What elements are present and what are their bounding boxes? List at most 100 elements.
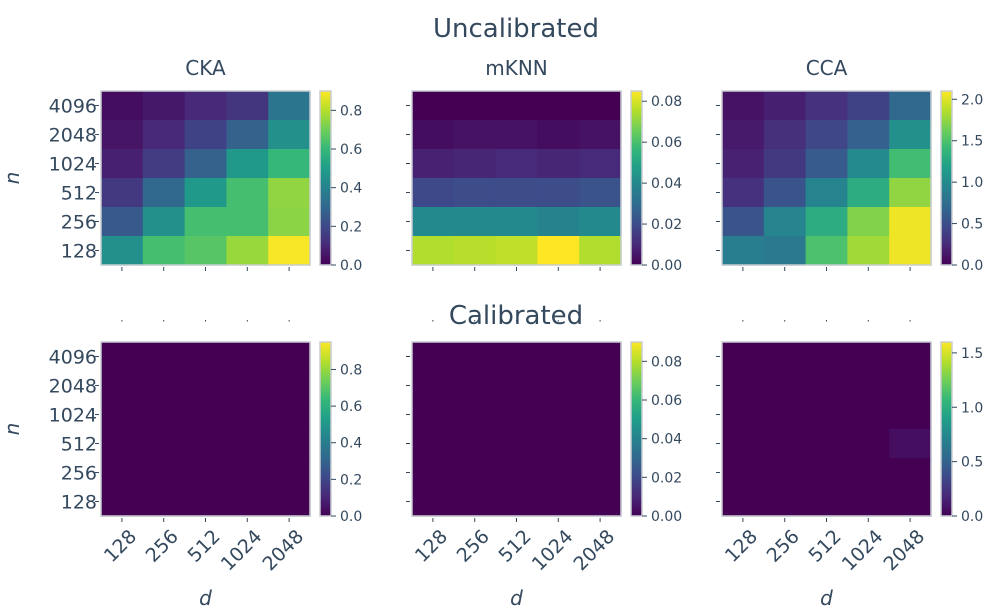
- heatmap-cell: [101, 149, 144, 179]
- heatmap-cell: [722, 400, 765, 430]
- heatmap-cell: [537, 236, 580, 266]
- heatmap-cell: [412, 120, 455, 150]
- heatmap-cell: [495, 458, 538, 488]
- x-tick-label: 2048: [258, 526, 308, 576]
- heatmap-cell: [142, 207, 186, 237]
- heatmap-cell: [495, 487, 538, 517]
- heatmap-cell: [847, 91, 890, 121]
- heatmap-cell: [495, 400, 538, 430]
- heatmap-cell: [722, 207, 765, 237]
- heatmap-cell: [889, 371, 932, 401]
- colorbar-tick-label: 0.0: [340, 509, 362, 525]
- y-tick-label: 256: [61, 463, 97, 485]
- heatmap-cell: [142, 91, 186, 121]
- heatmap-cell: [805, 178, 848, 208]
- heatmap-cell: [268, 458, 311, 488]
- colorbar-tick-label: 0.00: [651, 258, 682, 274]
- heatmap-cell: [537, 458, 580, 488]
- heatmap-cell: [537, 207, 580, 237]
- heatmap-cell: [453, 371, 497, 401]
- heatmap-cell: [579, 371, 622, 401]
- heatmap-cell: [226, 429, 269, 459]
- colorbar-tick-label: 0.8: [340, 103, 362, 119]
- heatmap-cell: [453, 487, 497, 517]
- x-axis-label: d: [199, 586, 212, 610]
- heatmap-cell: [847, 149, 890, 179]
- heatmap-cell: [226, 371, 269, 401]
- heatmap-cell: [847, 429, 890, 459]
- x-axis-label: d: [820, 586, 833, 610]
- heatmap-cell: [412, 178, 455, 208]
- colorbar: [941, 91, 952, 265]
- colorbar-frame: [940, 341, 953, 517]
- colorbar-tick-label: 0.4: [340, 181, 362, 197]
- heatmap-cell: [763, 487, 807, 517]
- heatmap-cell: [805, 120, 848, 150]
- colorbar-tick-label: 0.04: [651, 176, 682, 192]
- y-axis-label: n: [0, 172, 24, 185]
- heatmap-cell: [412, 487, 455, 517]
- heatmap-cell: [889, 236, 932, 266]
- heatmap-cell: [805, 91, 848, 121]
- panel-title: CKA: [185, 56, 226, 80]
- heatmap-cell: [184, 400, 227, 430]
- y-tick-label: 512: [61, 183, 97, 205]
- heatmap-cell: [763, 91, 807, 121]
- heatmap-cell: [763, 400, 807, 430]
- heatmap-cell: [412, 400, 455, 430]
- heatmap-cell: [889, 149, 932, 179]
- heatmap-cell: [101, 458, 144, 488]
- heatmap-cell: [847, 120, 890, 150]
- x-tick-label: 2048: [569, 526, 619, 576]
- y-tick-label: 128: [61, 492, 97, 514]
- heatmap-cell: [268, 236, 311, 266]
- heatmap-cell: [184, 91, 227, 121]
- heatmap-cell: [268, 149, 311, 179]
- heatmap-cell: [226, 178, 269, 208]
- colorbar-tick-label: 0.0: [340, 258, 362, 274]
- heatmap-cell: [412, 236, 455, 266]
- colorbar: [631, 342, 642, 516]
- heatmap-cell: [142, 178, 186, 208]
- x-axis-label: d: [510, 586, 523, 610]
- colorbar-frame: [630, 90, 643, 266]
- heatmap-cell: [805, 207, 848, 237]
- heatmap-cell: [226, 342, 269, 372]
- heatmap-cell: [722, 236, 765, 266]
- heatmap-cell: [537, 429, 580, 459]
- colorbar-tick-label: 0.0: [961, 509, 983, 525]
- colorbar-tick-label: 1.5: [961, 346, 983, 362]
- heatmap-cell: [101, 342, 144, 372]
- heatmap-cell: [101, 236, 144, 266]
- heatmap-cell: [268, 91, 311, 121]
- colorbar-frame: [319, 341, 332, 517]
- heatmap-cell: [101, 178, 144, 208]
- heatmap-cell: [184, 236, 227, 266]
- row-title-calibrated: Calibrated: [449, 301, 583, 331]
- heatmap-cell: [537, 149, 580, 179]
- heatmap-cell: [763, 236, 807, 266]
- heatmap-cell: [495, 207, 538, 237]
- heatmap-cell: [763, 149, 807, 179]
- heatmap-cell: [226, 207, 269, 237]
- colorbar-tick-label: 0.02: [651, 217, 682, 233]
- colorbar-tick-label: 0.06: [651, 393, 682, 409]
- colorbar-tick-label: 0.04: [651, 432, 682, 448]
- colorbar: [320, 91, 331, 265]
- heatmap-cell: [537, 371, 580, 401]
- y-tick-label: 2048: [49, 376, 97, 398]
- heatmap-cell: [142, 487, 186, 517]
- heatmap-cell: [722, 178, 765, 208]
- heatmap-cell: [722, 91, 765, 121]
- y-axis-label: n: [0, 423, 24, 436]
- heatmap-cell: [453, 149, 497, 179]
- heatmap-cell: [142, 236, 186, 266]
- heatmap-cell: [453, 429, 497, 459]
- x-tick-label: 128: [100, 526, 141, 567]
- x-tick-label: 128: [721, 526, 762, 567]
- heatmap-cell: [763, 207, 807, 237]
- heatmap-cell: [142, 429, 186, 459]
- heatmap-frame: [411, 90, 622, 266]
- heatmap-cell: [101, 371, 144, 401]
- heatmap-cell: [268, 400, 311, 430]
